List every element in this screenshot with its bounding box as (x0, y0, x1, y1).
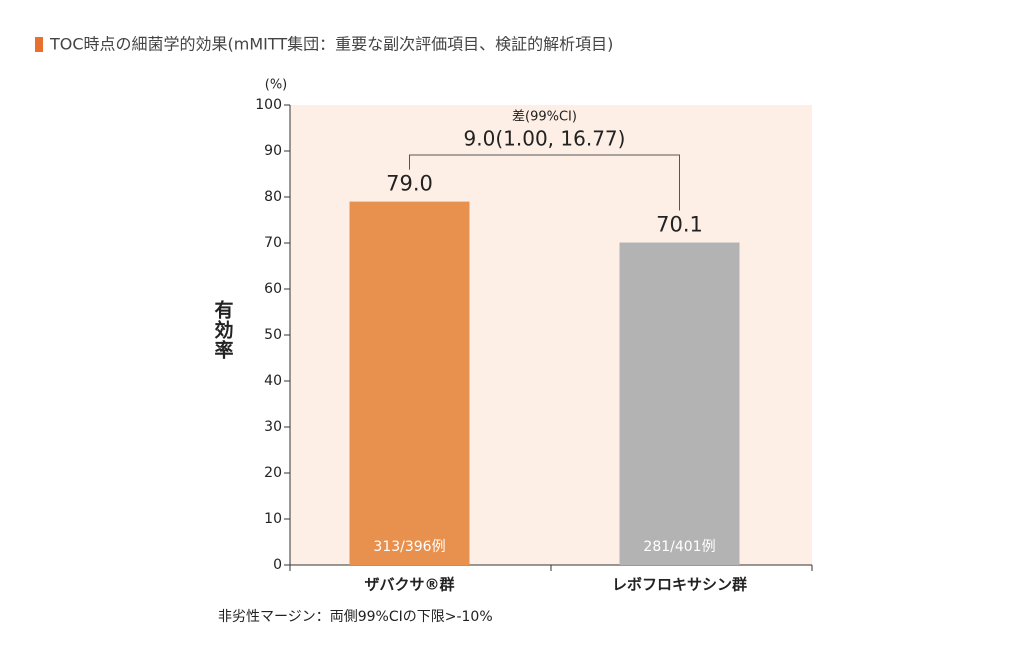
x-tick-label: レボフロキサシン群 (612, 576, 747, 594)
difference-value: 9.0(1.00, 16.77) (464, 127, 626, 151)
bar-note: 313/396例 (373, 539, 445, 555)
difference-bracket (409, 154, 680, 211)
value-label: 70.1 (656, 213, 703, 237)
y-tick-label: 60 (264, 281, 282, 297)
footnote: 非劣性マージン：両側99%CIの下限>-10% (218, 609, 493, 625)
y-tick-label: 50 (264, 327, 282, 343)
bar-note: 281/401例 (643, 539, 715, 555)
y-tick-label: 40 (264, 373, 282, 389)
y-unit: (%) (265, 78, 288, 93)
y-tick-label: 100 (255, 97, 282, 113)
y-tick-label: 30 (264, 419, 282, 435)
y-tick-label: 80 (264, 189, 282, 205)
y-axis-label: 有効率 (212, 299, 234, 360)
bar (619, 242, 740, 566)
y-tick-label: 0 (273, 557, 282, 573)
title-marker (35, 37, 43, 52)
bar (349, 201, 470, 565)
difference-label: 差(99%CI) (512, 110, 577, 125)
y-tick-label: 20 (264, 465, 282, 481)
y-tick-label: 10 (264, 511, 282, 527)
value-label: 79.0 (386, 172, 433, 196)
chart-title: TOC時点の細菌学的効果(mMITT集団：重要な副次評価項目、検証的解析項目) (49, 35, 613, 54)
y-tick-label: 90 (264, 143, 282, 159)
x-tick-label: ザバクサ®群 (364, 576, 454, 594)
y-tick-label: 70 (264, 235, 282, 251)
